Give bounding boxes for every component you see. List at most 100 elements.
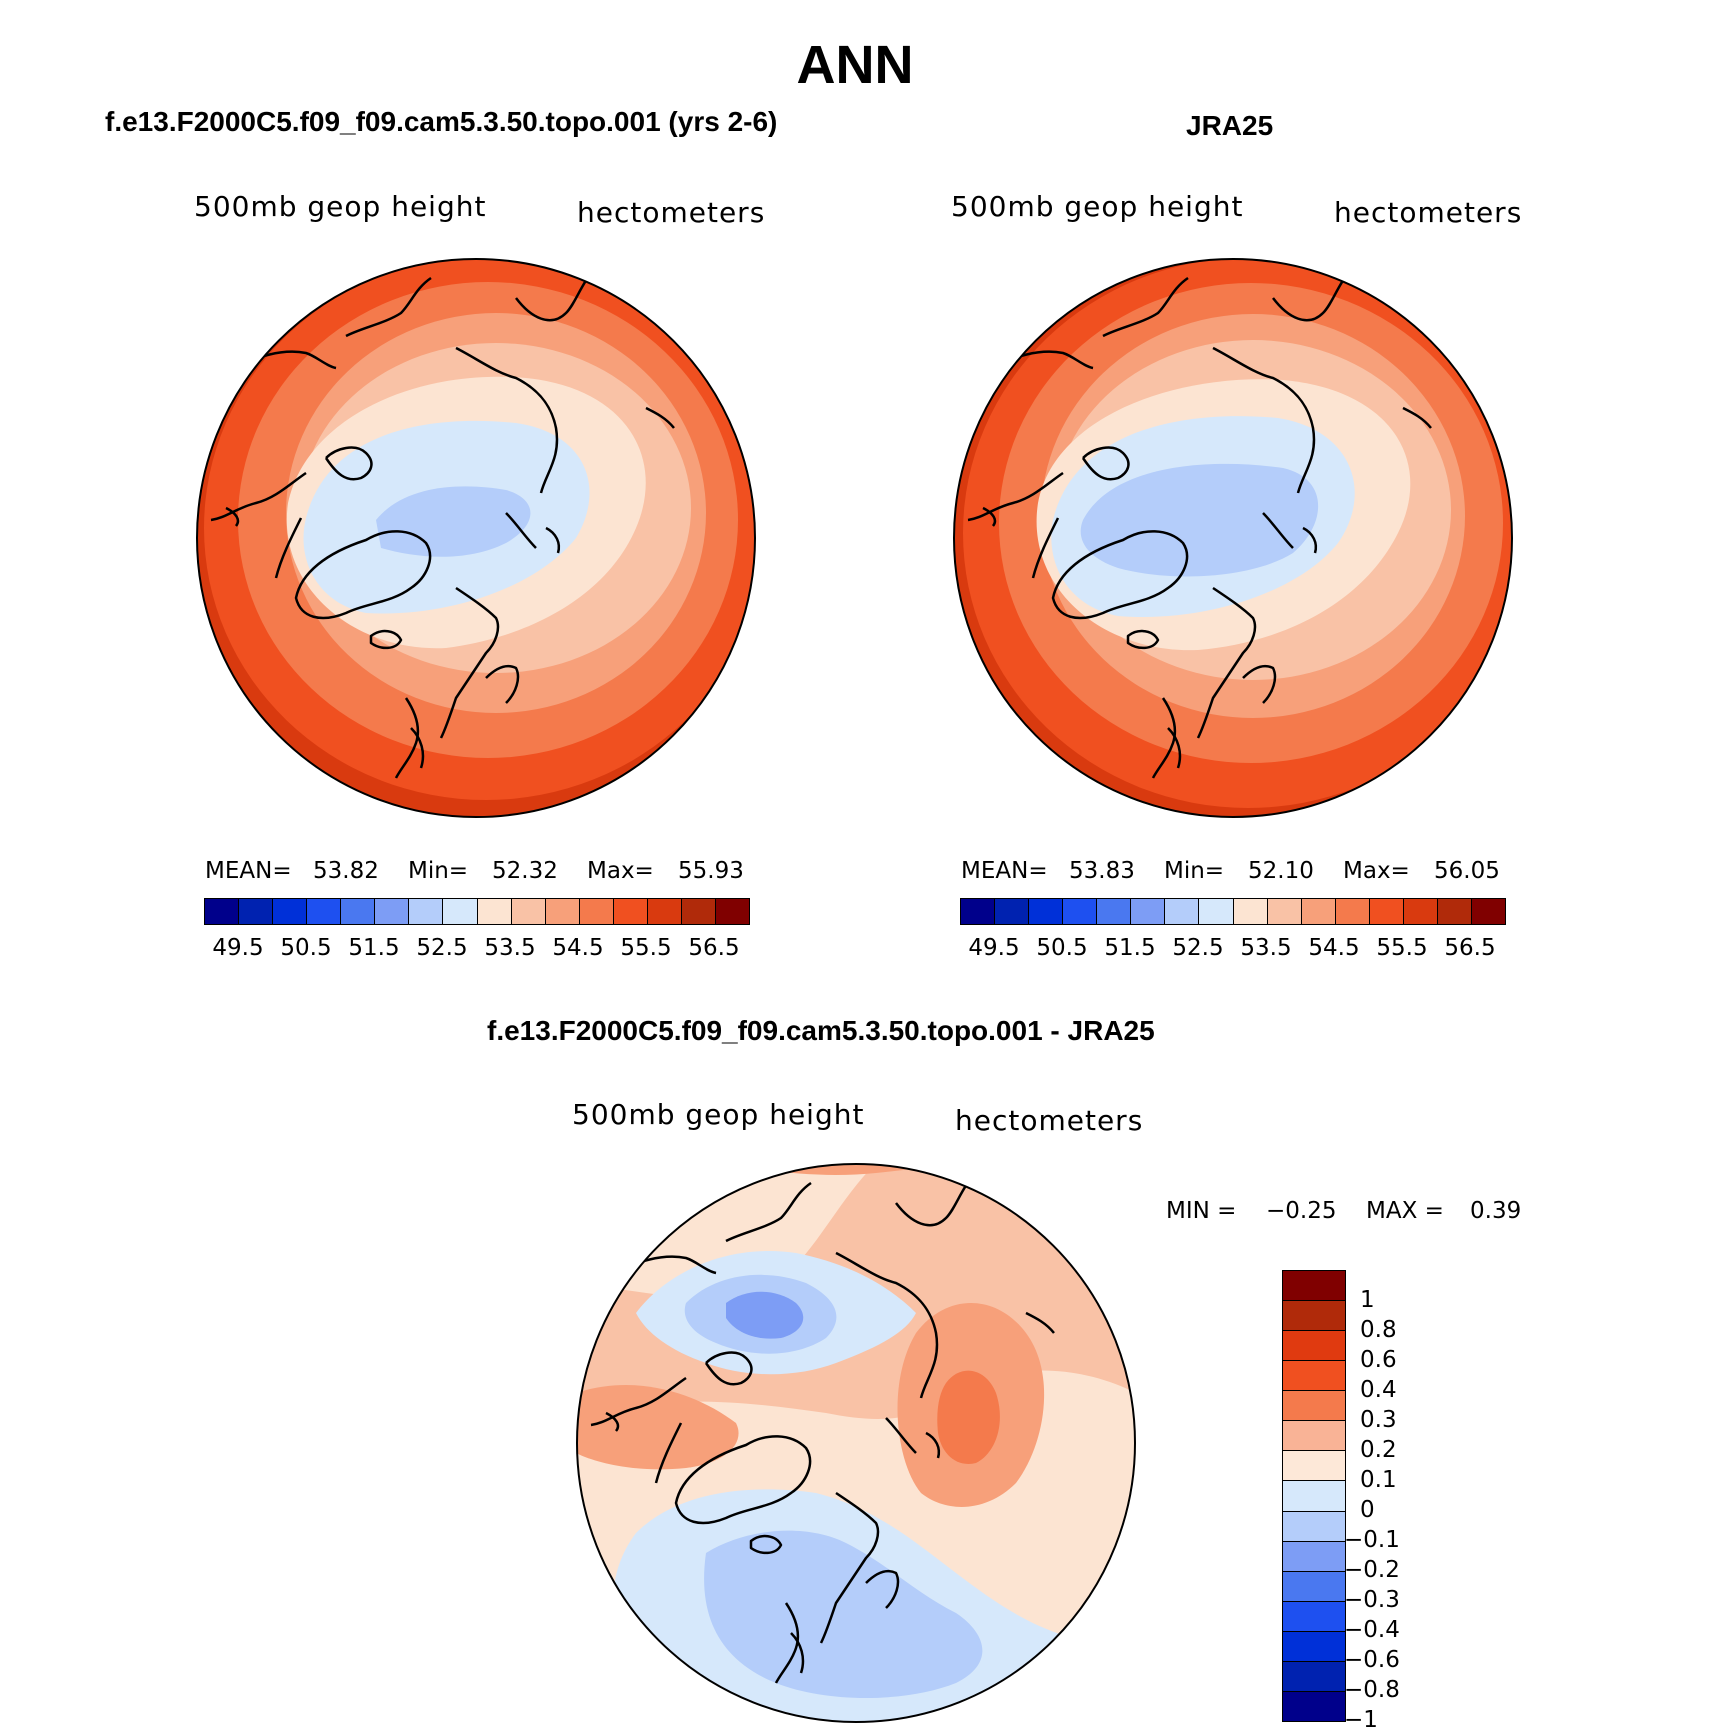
obs-units-label: hectometers xyxy=(1334,196,1523,229)
diff-contour-band xyxy=(704,1530,983,1698)
colorbar-swatch xyxy=(1369,899,1404,924)
model-max-value: 55.93 xyxy=(678,858,744,884)
diff-contour-band xyxy=(937,1370,1000,1464)
colorbar-swatch xyxy=(205,899,240,924)
diff-contour-band xyxy=(726,1291,804,1339)
model-panel-title: f.e13.F2000C5.f09_f09.cam5.3.50.topo.001… xyxy=(105,106,778,137)
colorbar-swatch xyxy=(1301,899,1336,924)
colorbar-tick-label: 0.3 xyxy=(1360,1407,1397,1433)
colorbar-tick-label: −0.3 xyxy=(1344,1587,1400,1613)
colorbar-swatch xyxy=(579,899,614,924)
model-mean-label: MEAN= xyxy=(205,858,292,884)
colorbar-swatch xyxy=(995,899,1030,924)
colorbar-swatch xyxy=(375,899,410,924)
colorbar-tick-label: 0.8 xyxy=(1360,1317,1397,1343)
colorbar-swatch xyxy=(477,899,512,924)
colorbar-swatch xyxy=(1199,899,1234,924)
model-colorbar xyxy=(204,898,750,925)
colorbar-swatch xyxy=(1437,899,1472,924)
colorbar-swatch xyxy=(1283,1571,1345,1602)
obs-mean-value: 53.83 xyxy=(1069,858,1135,884)
colorbar-swatch xyxy=(1283,1661,1345,1692)
colorbar-swatch xyxy=(1283,1601,1345,1632)
obs-map-border xyxy=(953,258,1513,818)
colorbar-swatch xyxy=(961,899,996,924)
colorbar-swatch xyxy=(341,899,376,924)
colorbar-tick-label: 53.5 xyxy=(1240,935,1292,961)
diff-min-value: −0.25 xyxy=(1266,1198,1337,1224)
colorbar-tick-label: 49.5 xyxy=(968,935,1020,961)
diff-map-border xyxy=(576,1163,1136,1723)
obs-contour-band xyxy=(1080,463,1319,577)
colorbar-tick-label: 52.5 xyxy=(416,935,468,961)
diff-units-label: hectometers xyxy=(955,1104,1144,1137)
obs-colorbar xyxy=(960,898,1506,925)
colorbar-swatch xyxy=(1283,1421,1345,1452)
colorbar-swatch xyxy=(1131,899,1166,924)
colorbar-swatch xyxy=(409,899,444,924)
model-coastlines xyxy=(210,267,675,779)
colorbar-tick-label: 56.5 xyxy=(688,935,740,961)
colorbar-swatch xyxy=(1283,1451,1345,1482)
colorbar-tick-label: −0.6 xyxy=(1344,1647,1400,1673)
obs-max-value: 56.05 xyxy=(1434,858,1500,884)
diff-colorbar xyxy=(1282,1270,1346,1722)
colorbar-swatch xyxy=(273,899,308,924)
colorbar-tick-label: 1 xyxy=(1360,1287,1375,1313)
colorbar-tick-label: 50.5 xyxy=(1036,935,1088,961)
colorbar-swatch xyxy=(681,899,716,924)
model-polar-map xyxy=(196,258,756,818)
obs-min-label: Min= xyxy=(1164,858,1225,884)
colorbar-tick-label: 54.5 xyxy=(552,935,604,961)
model-units-label: hectometers xyxy=(577,196,766,229)
colorbar-tick-label: −1 xyxy=(1344,1707,1378,1733)
colorbar-swatch xyxy=(1283,1541,1345,1572)
colorbar-swatch xyxy=(1283,1271,1345,1302)
model-map-border xyxy=(196,258,756,818)
obs-mean-label: MEAN= xyxy=(961,858,1048,884)
diff-min-label: MIN = xyxy=(1166,1198,1237,1224)
diff-contour-band xyxy=(577,1384,739,1470)
colorbar-tick-label: 0.4 xyxy=(1360,1377,1397,1403)
colorbar-swatch xyxy=(545,899,580,924)
colorbar-swatch xyxy=(1063,899,1098,924)
colorbar-swatch xyxy=(511,899,546,924)
colorbar-tick-label: 0.1 xyxy=(1360,1467,1397,1493)
diff-panel-title: f.e13.F2000C5.f09_f09.cam5.3.50.topo.001… xyxy=(487,1015,1155,1046)
colorbar-swatch xyxy=(1267,899,1302,924)
colorbar-tick-label: 0 xyxy=(1360,1497,1375,1523)
colorbar-tick-label: 55.5 xyxy=(620,935,672,961)
colorbar-swatch xyxy=(1283,1511,1345,1542)
colorbar-tick-label: 56.5 xyxy=(1444,935,1496,961)
diff-max-label: MAX = xyxy=(1366,1198,1444,1224)
model-max-label: Max= xyxy=(587,858,654,884)
model-min-value: 52.32 xyxy=(492,858,558,884)
colorbar-swatch xyxy=(1471,899,1505,924)
colorbar-swatch xyxy=(715,899,749,924)
colorbar-swatch xyxy=(1283,1361,1345,1392)
obs-polar-map xyxy=(953,258,1513,818)
colorbar-tick-label: −0.1 xyxy=(1344,1527,1400,1553)
colorbar-swatch xyxy=(1283,1391,1345,1422)
figure-title: ANN xyxy=(796,35,914,95)
colorbar-tick-label: 53.5 xyxy=(484,935,536,961)
colorbar-tick-label: −0.2 xyxy=(1344,1557,1400,1583)
colorbar-tick-label: 51.5 xyxy=(1104,935,1156,961)
colorbar-tick-label: 51.5 xyxy=(348,935,400,961)
colorbar-tick-label: 50.5 xyxy=(280,935,332,961)
obs-panel-title: JRA25 xyxy=(1186,110,1274,141)
colorbar-tick-label: −0.4 xyxy=(1344,1617,1400,1643)
colorbar-tick-label: 0.6 xyxy=(1360,1347,1397,1373)
diff-coastlines xyxy=(590,1172,1055,1684)
colorbar-tick-label: 52.5 xyxy=(1172,935,1224,961)
colorbar-tick-label: 0.2 xyxy=(1360,1437,1397,1463)
colorbar-swatch xyxy=(443,899,478,924)
model-variable-label: 500mb geop height xyxy=(194,190,487,223)
diff-variable-label: 500mb geop height xyxy=(572,1098,865,1131)
colorbar-swatch xyxy=(613,899,648,924)
colorbar-swatch xyxy=(1097,899,1132,924)
colorbar-swatch xyxy=(1403,899,1438,924)
colorbar-tick-label: 54.5 xyxy=(1308,935,1360,961)
colorbar-swatch xyxy=(1283,1301,1345,1332)
colorbar-swatch xyxy=(1283,1481,1345,1512)
